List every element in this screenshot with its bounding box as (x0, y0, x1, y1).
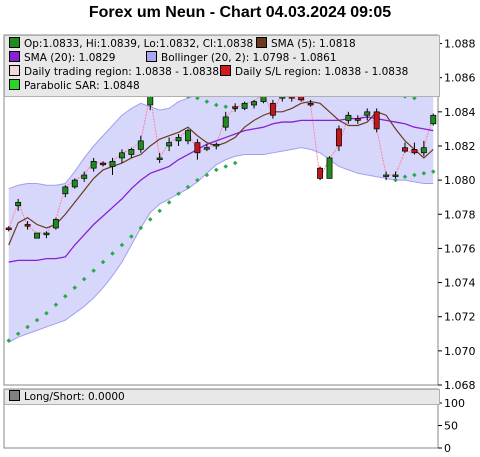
y-tick-label: 1.068 (444, 379, 476, 392)
candle-body (373, 111, 380, 130)
candle-body (62, 186, 69, 195)
legend-swatch-sar (9, 79, 20, 90)
y-tick-label: 1.076 (444, 242, 476, 255)
y-tick-label: 1.084 (444, 106, 476, 119)
legend-ohlc-label: Op:1.0833, Hi:1.0839, Lo:1.0832, Cl:1.08… (24, 38, 254, 50)
legend: Op:1.0833, Hi:1.0839, Lo:1.0832, Cl:1.08… (4, 35, 440, 97)
sar-dot (81, 276, 87, 282)
candle-body (411, 149, 418, 154)
candle-body (166, 142, 173, 147)
candle-body (109, 160, 116, 167)
candle-body (430, 114, 437, 125)
legend-swatch-trading-region (9, 65, 20, 76)
legend-sma5: SMA (5): 1.0818 (256, 37, 356, 50)
candle-body (383, 174, 390, 177)
legend-swatch-long-short (9, 390, 20, 401)
chart-title: Forex um Neun - Chart 04.03.2024 09:05 (88, 4, 392, 21)
candle-body (24, 224, 31, 227)
candle-body (203, 147, 210, 150)
legend-sl-region-label: Daily S/L region: 1.0838 - 1.0838 (235, 66, 409, 78)
legend-long-short: Long/Short: 0.0000 (9, 390, 125, 403)
sub-y-tick-label: 50 (444, 420, 458, 433)
candle-body (420, 147, 427, 154)
y-tick-label: 1.086 (444, 72, 476, 85)
sar-dot (204, 99, 210, 104)
candle-body (137, 140, 144, 150)
candle-body (326, 157, 333, 179)
y-tick-label: 1.070 (444, 345, 476, 358)
sar-dot (6, 338, 11, 343)
bollinger-band-area (8, 62, 434, 343)
candle-body (100, 162, 107, 166)
candle-body (222, 116, 229, 128)
bollinger-lower-line (8, 147, 434, 343)
sar-dot (110, 251, 115, 256)
legend-sma5-label: SMA (5): 1.0818 (271, 38, 356, 50)
legend-sar: Parabolic SAR: 1.0848 (9, 79, 140, 92)
candle-body (156, 157, 163, 160)
sar-dot (119, 242, 125, 248)
y-tick-label: 1.074 (444, 277, 476, 290)
candle-body (364, 111, 371, 116)
legend-bollinger-label: Bollinger (20, 2): 1.0798 - 1.0861 (161, 52, 337, 64)
candle-body (185, 130, 191, 142)
legend-swatch-sma5 (256, 37, 267, 48)
sar-dot (195, 95, 200, 101)
sub-y-tick-label: 0 (444, 442, 451, 455)
legend-bollinger: Bollinger (20, 2): 1.0798 - 1.0861 (146, 51, 337, 64)
candle-body (213, 143, 220, 147)
legend-sar-label: Parabolic SAR: 1.0848 (24, 80, 140, 92)
sar-dot (421, 171, 427, 176)
legend-swatch-bollinger (146, 51, 157, 62)
sma5-line (8, 100, 434, 246)
sub-y-tick-label: 100 (444, 397, 465, 410)
candle-body (345, 114, 352, 121)
candle-body (232, 106, 239, 109)
y-tick-label: 1.078 (444, 208, 476, 221)
candle-body (251, 101, 257, 106)
legend-sl-region: Daily S/L region: 1.0838 - 1.0838 (220, 65, 408, 78)
legend-trading-region: Daily trading region: 1.0838 - 1.0838 (9, 65, 219, 78)
sar-dot (393, 177, 398, 183)
candle-body (52, 219, 59, 229)
candle-body (34, 232, 40, 239)
legend-sma20-label: SMA (20): 1.0829 (24, 52, 116, 64)
candle-body (5, 227, 12, 230)
legend-long-short-label: Long/Short: 0.0000 (24, 391, 125, 403)
y-tick-label: 1.082 (444, 140, 476, 153)
legend-sma20: SMA (20): 1.0829 (9, 51, 115, 64)
legend-swatch-ohlc (9, 37, 20, 48)
candle-body (354, 118, 361, 121)
candle-body (43, 232, 50, 236)
candle-body (335, 128, 342, 147)
candle-body (269, 102, 276, 116)
candle-body (194, 142, 201, 154)
sar-dot (72, 285, 78, 290)
y-tick-label: 1.088 (444, 38, 476, 51)
y-tick-label: 1.072 (444, 311, 476, 324)
y-tick-label: 1.080 (444, 174, 476, 187)
legend-ohlc: Op:1.0833, Hi:1.0839, Lo:1.0832, Cl:1.08… (9, 37, 253, 50)
legend-trading-region-label: Daily trading region: 1.0838 - 1.0838 (24, 66, 220, 78)
sar-dot (91, 268, 96, 273)
candle-body (90, 160, 97, 169)
candle-body (71, 179, 78, 188)
candle-body (81, 174, 88, 179)
candle-body (392, 174, 399, 177)
legend-swatch-sma20 (9, 51, 20, 62)
sma20-line (8, 116, 434, 263)
candle-body (118, 152, 125, 159)
candle-body (128, 149, 135, 155)
sub-legend: Long/Short: 0.0000 (4, 389, 440, 405)
candle-body (15, 201, 22, 207)
candle-body (307, 102, 314, 106)
candle-body (175, 137, 182, 142)
candle-body (317, 167, 324, 179)
legend-swatch-sl-region (220, 65, 231, 76)
candle-body (402, 147, 408, 152)
candle-body (241, 102, 248, 109)
